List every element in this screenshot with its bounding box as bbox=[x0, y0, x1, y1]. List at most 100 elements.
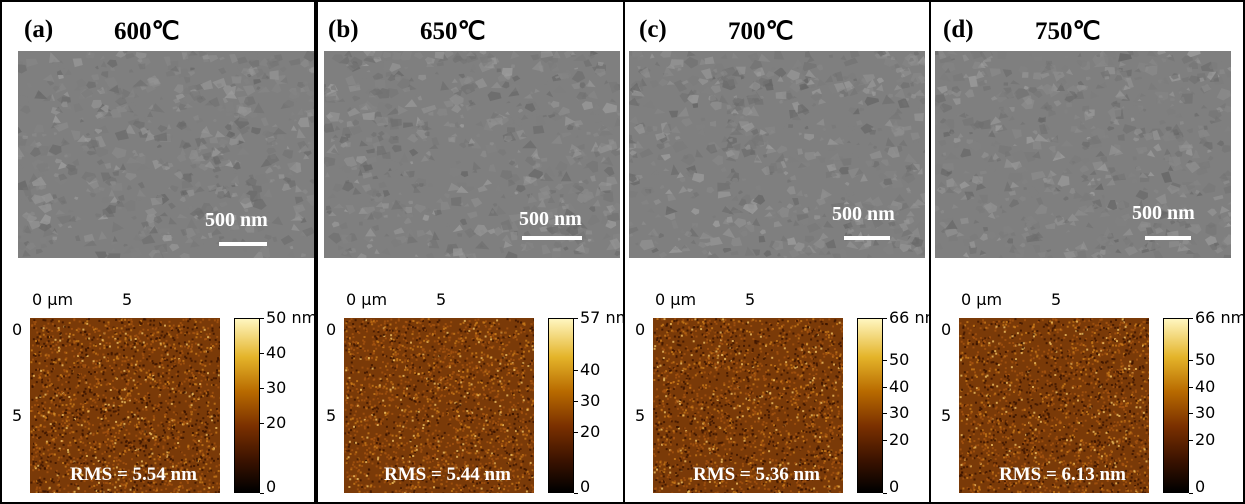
afm-grain bbox=[105, 342, 108, 344]
sem-grain bbox=[224, 185, 231, 189]
sem-grain bbox=[375, 192, 382, 198]
afm-grain bbox=[50, 399, 53, 402]
afm-grain bbox=[209, 347, 212, 350]
afm-grain bbox=[124, 449, 126, 452]
sem-grain bbox=[242, 85, 256, 96]
afm-grain bbox=[37, 437, 40, 439]
afm-grain bbox=[124, 484, 127, 487]
colorbar bbox=[234, 318, 260, 493]
afm-grain bbox=[513, 458, 516, 461]
sem-grain bbox=[99, 87, 108, 95]
afm-grain bbox=[39, 424, 42, 427]
afm-grain bbox=[194, 400, 197, 402]
afm-grain bbox=[449, 364, 452, 367]
sem-grain bbox=[169, 185, 179, 192]
afm-grain bbox=[73, 394, 76, 396]
afm-grain bbox=[44, 354, 47, 357]
afm-grain bbox=[423, 372, 426, 375]
afm-grain bbox=[132, 487, 135, 490]
afm-grain bbox=[447, 349, 450, 352]
afm-grain bbox=[79, 361, 82, 364]
afm-grain bbox=[112, 386, 115, 389]
afm-grain bbox=[174, 347, 176, 350]
afm-grain bbox=[171, 434, 174, 436]
afm-grain bbox=[349, 434, 352, 437]
afm-grain bbox=[437, 440, 440, 443]
afm-grain bbox=[379, 454, 382, 456]
sem-grain bbox=[598, 181, 612, 192]
afm-grain bbox=[79, 440, 82, 443]
afm-grain bbox=[520, 381, 523, 384]
afm-grain bbox=[148, 354, 151, 357]
afm-grain bbox=[444, 383, 447, 385]
sem-grain bbox=[550, 109, 563, 121]
afm-grain bbox=[113, 435, 116, 438]
afm-grain bbox=[199, 451, 202, 454]
afm-grain bbox=[186, 481, 189, 484]
afm-grain bbox=[212, 377, 215, 380]
afm-grain bbox=[64, 422, 66, 424]
afm-grain bbox=[480, 379, 483, 382]
afm-grain bbox=[499, 405, 502, 408]
afm-grain bbox=[491, 346, 494, 349]
afm-grain bbox=[99, 444, 102, 447]
afm-grain bbox=[46, 467, 48, 470]
afm-grain bbox=[131, 450, 134, 453]
afm-grain bbox=[439, 360, 442, 363]
sem-grain bbox=[179, 252, 190, 258]
afm-grain bbox=[47, 379, 50, 382]
afm-grain bbox=[44, 335, 47, 338]
afm-grain bbox=[531, 476, 534, 479]
sem-grain bbox=[489, 121, 498, 127]
afm-grain bbox=[210, 469, 213, 472]
afm-grain bbox=[440, 394, 443, 397]
afm-grain bbox=[130, 320, 133, 323]
afm-grain bbox=[76, 361, 79, 364]
afm-grain bbox=[207, 393, 210, 396]
sem-grain bbox=[420, 155, 430, 162]
afm-grain bbox=[530, 484, 533, 487]
sem-grain bbox=[540, 51, 554, 59]
afm-grain bbox=[69, 469, 72, 472]
afm-grain bbox=[187, 444, 190, 447]
afm-grain bbox=[146, 334, 149, 337]
afm-grain bbox=[78, 328, 81, 331]
afm-grain bbox=[91, 338, 94, 341]
afm-grain bbox=[63, 393, 65, 395]
afm-grain bbox=[135, 428, 138, 431]
afm-grain bbox=[82, 364, 85, 367]
afm-grain bbox=[468, 487, 470, 490]
afm-grain bbox=[73, 461, 76, 464]
afm-grain bbox=[406, 347, 409, 350]
sem-grain bbox=[56, 215, 72, 225]
afm-grain bbox=[449, 383, 452, 386]
afm-grain bbox=[92, 432, 95, 435]
sem-grain bbox=[520, 132, 528, 138]
afm-grain bbox=[117, 437, 120, 439]
afm-grain bbox=[56, 484, 59, 487]
afm-grain bbox=[367, 406, 370, 409]
afm-grain bbox=[476, 482, 479, 485]
afm-grain bbox=[403, 353, 406, 356]
sem-grain bbox=[426, 237, 432, 242]
sem-grain bbox=[244, 224, 255, 233]
sem-grain bbox=[105, 204, 116, 214]
afm-grain bbox=[429, 390, 432, 393]
afm-grain bbox=[89, 390, 91, 393]
afm-grain bbox=[58, 449, 61, 451]
afm-grain bbox=[436, 387, 439, 390]
afm-grain bbox=[502, 389, 505, 392]
afm-grain bbox=[470, 354, 473, 357]
afm-grain bbox=[380, 450, 383, 453]
sem-grain bbox=[182, 142, 192, 150]
afm-grain bbox=[474, 319, 477, 322]
afm-grain bbox=[356, 461, 359, 463]
afm-grain bbox=[437, 382, 440, 385]
afm-grain bbox=[68, 396, 71, 398]
afm-grain bbox=[444, 451, 447, 454]
afm-grain bbox=[32, 458, 34, 461]
afm-grain bbox=[188, 370, 191, 373]
sem-grain bbox=[290, 111, 296, 117]
sem-grain bbox=[247, 211, 251, 216]
sem-grain bbox=[381, 203, 390, 209]
